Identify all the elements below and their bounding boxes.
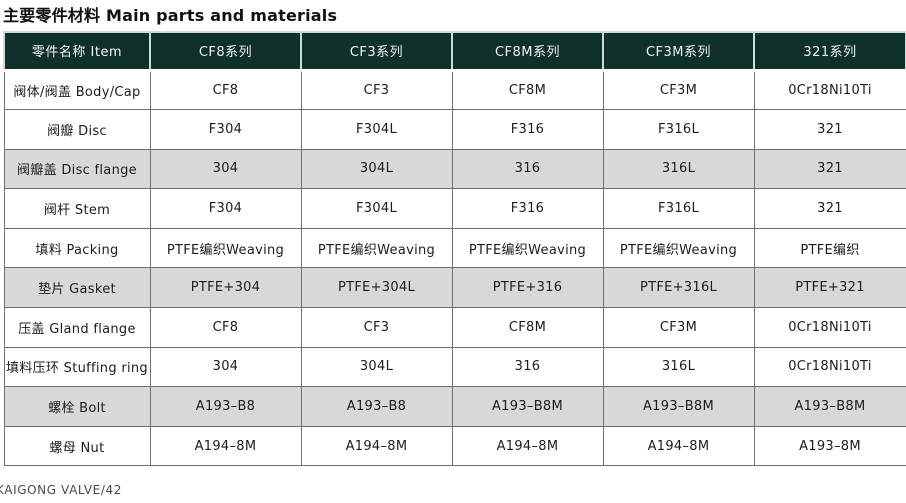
table-row: 阀瓣 Disc F304 F304L F316 F316L 321 xyxy=(3,109,906,150)
column-header-cf8: CF8系列 xyxy=(149,31,302,72)
row-item-label: 螺栓 Bolt xyxy=(3,386,151,427)
column-header-321: 321系列 xyxy=(753,31,906,72)
cell: 0Cr18Ni10Ti xyxy=(753,69,906,111)
cell: F316L xyxy=(602,109,755,150)
cell: A193–B8 xyxy=(149,386,302,427)
table-row: 阀体/阀盖 Body/Cap CF8 CF3 CF8M CF3M 0Cr18Ni… xyxy=(3,69,906,111)
cell: A193–B8 xyxy=(300,386,453,427)
cell: CF8 xyxy=(149,307,302,348)
cell: CF3M xyxy=(602,69,755,111)
cell: F304L xyxy=(300,188,453,229)
cell: 316L xyxy=(602,148,755,190)
page-title: 主要零件材料 Main parts and materials xyxy=(3,6,338,25)
row-item-label: 阀杆 Stem xyxy=(3,188,151,229)
cell: CF3 xyxy=(300,307,453,348)
cell: A193–8M xyxy=(753,425,906,467)
cell: F304L xyxy=(300,109,453,150)
table-row: 填料 Packing PTFE编织Weaving PTFE编织Weaving P… xyxy=(3,227,906,269)
cell: CF8M xyxy=(451,69,604,111)
cell: PTFE+321 xyxy=(753,267,906,309)
cell: PTFE+304L xyxy=(300,267,453,309)
table-row: 螺母 Nut A194–8M A194–8M A194–8M A194–8M A… xyxy=(3,425,906,467)
table-row: 阀杆 Stem F304 F304L F316 F316L 321 xyxy=(3,188,906,229)
cell: F316 xyxy=(451,109,604,150)
footer-text: KAIGONG VALVE/42 xyxy=(0,483,122,497)
cell: PTFE+304 xyxy=(149,267,302,309)
cell: F316L xyxy=(602,188,755,229)
cell: PTFE+316 xyxy=(451,267,604,309)
row-item-label: 螺母 Nut xyxy=(3,425,151,467)
cell: 316 xyxy=(451,148,604,190)
cell: PTFE编织 xyxy=(753,227,906,269)
table-row: 螺栓 Bolt A193–B8 A193–B8 A193–B8M A193–B8… xyxy=(3,386,906,427)
cell: CF3 xyxy=(300,69,453,111)
column-header-cf8m: CF8M系列 xyxy=(451,31,604,72)
cell: F304 xyxy=(149,109,302,150)
cell: 321 xyxy=(753,109,906,150)
cell: 316 xyxy=(451,346,604,388)
row-item-label: 阀体/阀盖 Body/Cap xyxy=(3,69,151,111)
cell: 0Cr18Ni10Ti xyxy=(753,307,906,348)
column-header-cf3: CF3系列 xyxy=(300,31,453,72)
cell: F316 xyxy=(451,188,604,229)
row-item-label: 阀瓣盖 Disc flange xyxy=(3,148,151,190)
row-item-label: 垫片 Gasket xyxy=(3,267,151,309)
cell: 321 xyxy=(753,188,906,229)
row-item-label: 填料 Packing xyxy=(3,227,151,269)
cell: CF3M xyxy=(602,307,755,348)
table-header-row: 零件名称 Item CF8系列 CF3系列 CF8M系列 CF3M系列 321系… xyxy=(3,31,906,72)
table-row: 阀瓣盖 Disc flange 304 304L 316 316L 321 xyxy=(3,148,906,190)
cell: 304L xyxy=(300,346,453,388)
row-item-label: 阀瓣 Disc xyxy=(3,109,151,150)
cell: A194–8M xyxy=(451,425,604,467)
cell: A194–8M xyxy=(602,425,755,467)
cell: PTFE编织Weaving xyxy=(149,227,302,269)
cell: A193–B8M xyxy=(602,386,755,427)
cell: CF8 xyxy=(149,69,302,111)
table-row: 填料压环 Stuffing ring 304 304L 316 316L 0Cr… xyxy=(3,346,906,388)
row-item-label: 压盖 Gland flange xyxy=(3,307,151,348)
table-row: 压盖 Gland flange CF8 CF3 CF8M CF3M 0Cr18N… xyxy=(3,307,906,348)
column-header-cf3m: CF3M系列 xyxy=(602,31,755,72)
cell: PTFE+316L xyxy=(602,267,755,309)
cell: PTFE编织Weaving xyxy=(602,227,755,269)
cell: A194–8M xyxy=(300,425,453,467)
cell: A193–B8M xyxy=(753,386,906,427)
cell: A194–8M xyxy=(149,425,302,467)
cell: 304L xyxy=(300,148,453,190)
cell: A193–B8M xyxy=(451,386,604,427)
row-item-label: 填料压环 Stuffing ring xyxy=(3,346,151,388)
cell: 304 xyxy=(149,148,302,190)
cell: 0Cr18Ni10Ti xyxy=(753,346,906,388)
table-row: 垫片 Gasket PTFE+304 PTFE+304L PTFE+316 PT… xyxy=(3,267,906,309)
cell: PTFE编织Weaving xyxy=(300,227,453,269)
cell: CF8M xyxy=(451,307,604,348)
column-header-item: 零件名称 Item xyxy=(3,31,151,72)
cell: F304 xyxy=(149,188,302,229)
table-body: 阀体/阀盖 Body/Cap CF8 CF3 CF8M CF3M 0Cr18Ni… xyxy=(3,69,906,467)
materials-table: 零件名称 Item CF8系列 CF3系列 CF8M系列 CF3M系列 321系… xyxy=(3,31,906,467)
cell: PTFE编织Weaving xyxy=(451,227,604,269)
cell: 316L xyxy=(602,346,755,388)
cell: 304 xyxy=(149,346,302,388)
cell: 321 xyxy=(753,148,906,190)
